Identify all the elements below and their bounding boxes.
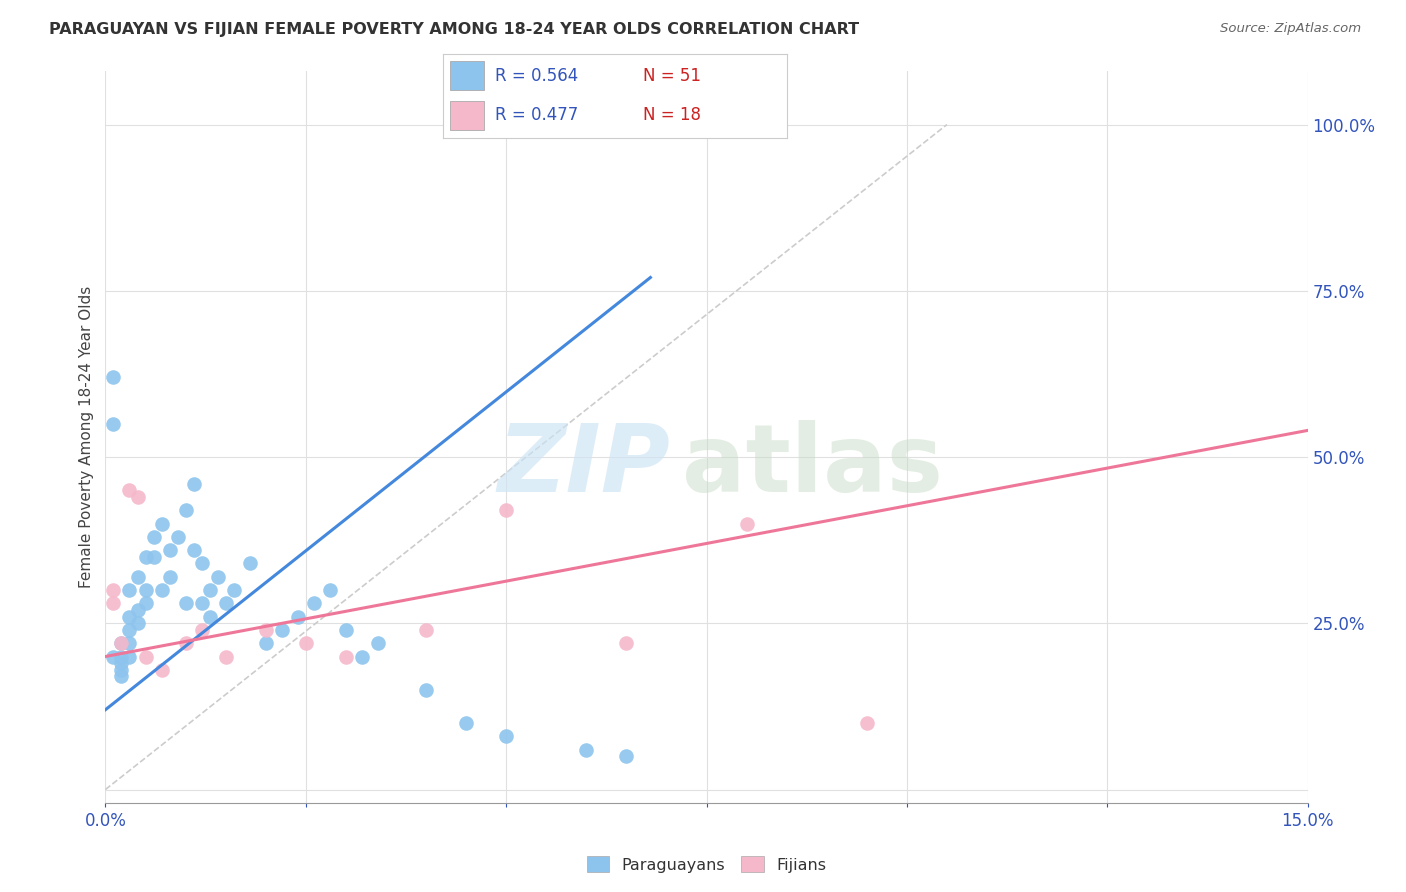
Point [190, 623, 212, 637]
Point [150, 663, 173, 677]
Point [127, 570, 149, 584]
Point [183, 476, 205, 491]
Point [616, 636, 638, 650]
Point [103, 649, 125, 664]
Point [142, 549, 165, 564]
Point [142, 530, 165, 544]
Text: N = 51: N = 51 [643, 67, 700, 85]
Point [110, 649, 132, 664]
Point [335, 623, 357, 637]
Point [415, 682, 437, 697]
Text: R = 0.564: R = 0.564 [495, 67, 578, 85]
Point [575, 742, 598, 756]
Point [103, 596, 125, 610]
Point [174, 636, 197, 650]
Legend: Paraguayans, Fijians: Paraguayans, Fijians [581, 850, 832, 879]
FancyBboxPatch shape [450, 101, 484, 130]
Point [319, 582, 342, 597]
Point [110, 636, 132, 650]
Point [222, 582, 245, 597]
Point [198, 582, 221, 597]
Point [735, 516, 758, 531]
Point [454, 716, 477, 731]
Point [207, 570, 229, 584]
Point [150, 516, 173, 531]
Point [118, 582, 141, 597]
Point [295, 636, 318, 650]
Point [110, 663, 132, 677]
Point [270, 623, 292, 637]
Point [183, 543, 205, 558]
Point [350, 649, 373, 664]
Point [239, 557, 262, 571]
Point [118, 649, 141, 664]
Point [415, 623, 437, 637]
Point [118, 623, 141, 637]
Point [287, 609, 309, 624]
Text: atlas: atlas [682, 420, 943, 512]
Point [103, 417, 125, 431]
Point [110, 669, 132, 683]
Text: Source: ZipAtlas.com: Source: ZipAtlas.com [1220, 22, 1361, 36]
Point [302, 596, 325, 610]
Point [214, 649, 236, 664]
Point [127, 490, 149, 504]
Point [118, 483, 141, 498]
Point [174, 503, 197, 517]
Point [254, 636, 277, 650]
Point [118, 636, 141, 650]
Point [159, 543, 181, 558]
Point [135, 649, 157, 664]
Text: R = 0.477: R = 0.477 [495, 106, 578, 124]
Point [135, 549, 157, 564]
Text: ZIP: ZIP [498, 420, 671, 512]
Point [159, 570, 181, 584]
Point [127, 616, 149, 631]
Point [103, 582, 125, 597]
Point [495, 729, 517, 743]
Point [118, 609, 141, 624]
Point [110, 656, 132, 670]
Point [174, 596, 197, 610]
Point [127, 603, 149, 617]
Y-axis label: Female Poverty Among 18-24 Year Olds: Female Poverty Among 18-24 Year Olds [79, 286, 94, 588]
Point [335, 649, 357, 664]
Point [135, 582, 157, 597]
Text: PARAGUAYAN VS FIJIAN FEMALE POVERTY AMONG 18-24 YEAR OLDS CORRELATION CHART: PARAGUAYAN VS FIJIAN FEMALE POVERTY AMON… [49, 22, 859, 37]
Point [855, 716, 877, 731]
Text: N = 18: N = 18 [643, 106, 700, 124]
Point [103, 370, 125, 384]
Point [110, 636, 132, 650]
FancyBboxPatch shape [450, 62, 484, 90]
Point [214, 596, 236, 610]
Point [616, 749, 638, 764]
Point [198, 609, 221, 624]
Point [367, 636, 389, 650]
Point [190, 557, 212, 571]
Point [254, 623, 277, 637]
Point [495, 503, 517, 517]
Point [166, 530, 188, 544]
Point [135, 596, 157, 610]
Point [150, 582, 173, 597]
Point [190, 596, 212, 610]
